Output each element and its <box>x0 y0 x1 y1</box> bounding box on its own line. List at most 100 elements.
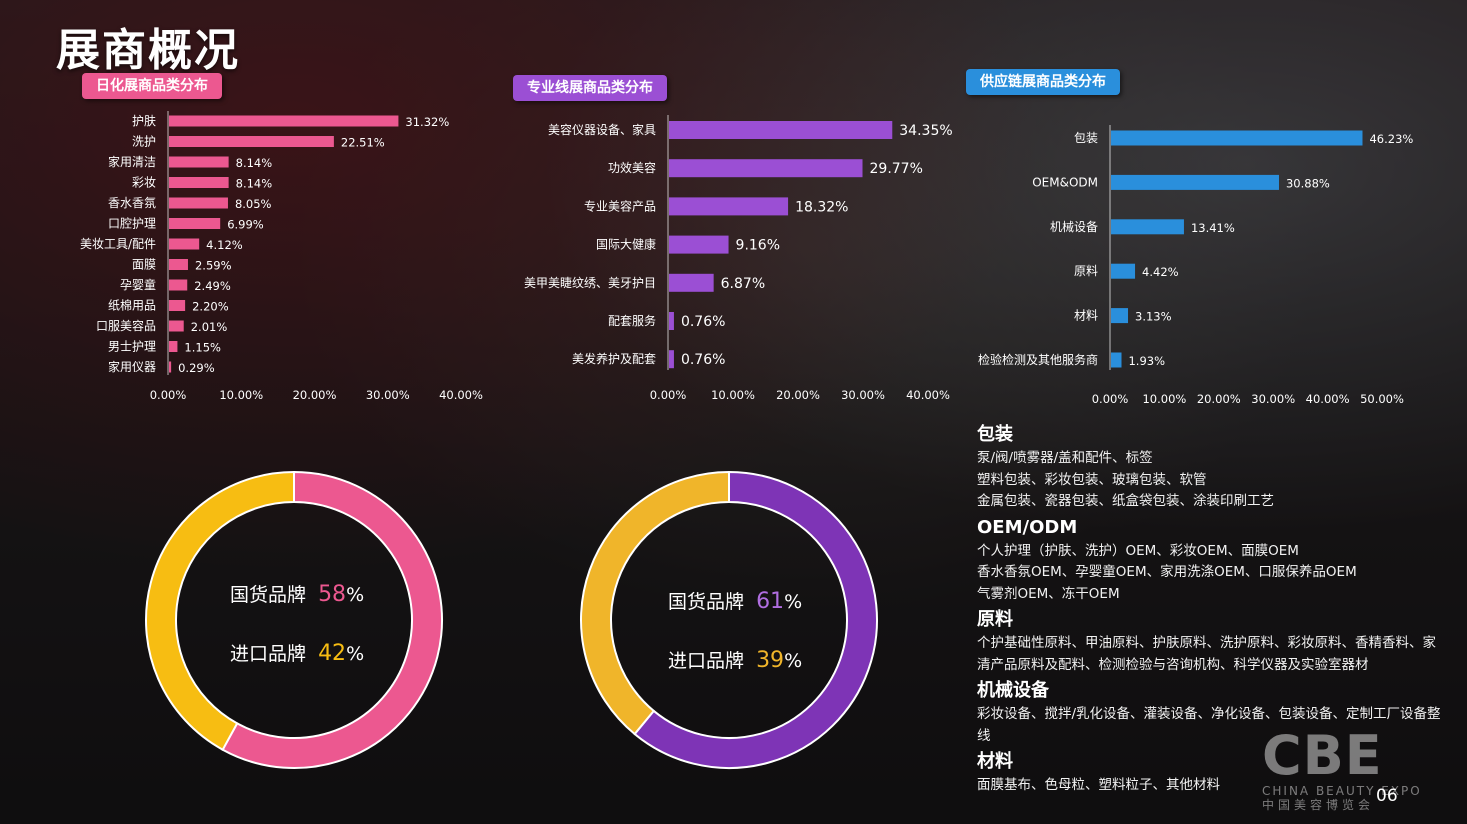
pro-value-label: 9.16% <box>736 238 780 254</box>
supply-tick-label: 20.00% <box>1197 392 1241 406</box>
pro-value-label: 0.76% <box>681 314 725 330</box>
daily-value-label: 2.01% <box>191 320 228 334</box>
supply-value-label: 3.13% <box>1135 310 1172 324</box>
daily-category-label: 面膜 <box>132 258 156 272</box>
daily-tick-label: 10.00% <box>219 388 263 402</box>
supply-value-label: 1.93% <box>1128 354 1165 368</box>
daily-value-label: 1.15% <box>184 341 221 355</box>
donut-right-domestic: 国货品牌 61% <box>668 589 803 614</box>
donut-right-import-value: 39 <box>756 648 785 673</box>
supply-tick-label: 40.00% <box>1306 392 1350 406</box>
pro-category-label: 功效美容 <box>608 160 656 175</box>
daily-category-label: 男士护理 <box>108 340 156 354</box>
detail-line: 彩妆设备、搅拌/乳化设备、灌装设备、净化设备、包装设备、定制工厂设备整 <box>977 706 1441 722</box>
cbe-logo: CBE CHINA BEAUTY EXPO 中国美容博览会 <box>1262 724 1422 813</box>
supply-tick-label: 50.00% <box>1360 392 1404 406</box>
daily-tick-label: 30.00% <box>366 388 410 402</box>
supply-category-label: 包装 <box>1074 131 1098 145</box>
brand_pro-slice <box>633 470 878 769</box>
daily-category-label: 家用清洁 <box>108 154 156 169</box>
daily-value-label: 8.14% <box>236 156 273 170</box>
page-title: 展商概况 <box>56 25 240 76</box>
daily-bar <box>169 279 188 291</box>
daily-bar <box>169 259 188 270</box>
detail-materials: 材料 面膜基布、色母粒、塑料粒子、其他材料 <box>977 749 1457 797</box>
daily-tick-label: 20.00% <box>293 388 337 402</box>
daily-tick-label: 0.00% <box>150 388 187 402</box>
daily-category-label: 口服美容品 <box>96 318 156 333</box>
daily-category-label: 护肤 <box>132 113 156 128</box>
pro-bar <box>669 159 863 178</box>
supply-category-label: 机械设备 <box>1050 219 1098 234</box>
logo-chinese: 中国美容博览会 <box>1262 798 1375 812</box>
daily-bar <box>169 115 399 127</box>
detail-title: OEM/ODM <box>977 516 1078 538</box>
detail-line: 泵/阀/喷雾器/盖和配件、标签 <box>977 450 1153 466</box>
donut-left-import-value: 42 <box>318 641 347 666</box>
supply-category-label: 材料 <box>1074 309 1098 323</box>
pro-bar <box>669 121 893 139</box>
pro-tick-label: 0.00% <box>650 388 687 402</box>
daily-value-label: 0.29% <box>178 361 215 375</box>
daily-bar <box>169 177 229 188</box>
daily-bar <box>169 341 178 352</box>
daily-bar <box>169 238 200 250</box>
supply-tick-label: 30.00% <box>1251 392 1295 406</box>
daily-value-label: 8.14% <box>236 177 273 191</box>
detail-title: 材料 <box>977 751 1013 772</box>
donut-right-import: 进口品牌 39% <box>668 648 803 673</box>
daily-category-label: 彩妆 <box>132 176 156 190</box>
supply-value-label: 4.42% <box>1142 265 1179 279</box>
detail-line: 个人护理（护肤、洗护）OEM、彩妆OEM、面膜OEM <box>977 542 1299 559</box>
detail-line: 个护基础性原料、甲油原料、护肤原料、洗护原料、彩妆原料、香精香料、家 <box>977 635 1436 651</box>
daily-bar <box>169 300 186 311</box>
pro-tick-label: 20.00% <box>776 388 820 402</box>
detail-line: 清产品原料及配料、检测检验与咨询机构、科学仪器及实验室器材 <box>977 656 1369 673</box>
supply-bar <box>1111 263 1136 279</box>
pro-category-label: 美容仪器设备、家具 <box>548 122 656 137</box>
supply-category-label: 原料 <box>1074 264 1098 278</box>
donut-right-domestic-value: 61 <box>756 589 785 614</box>
logo-mark: CBE <box>1262 724 1383 787</box>
page-number: 06 <box>1376 786 1398 806</box>
pro-value-label: 0.76% <box>681 352 725 368</box>
logo-english: CHINA BEAUTY EXPO <box>1262 784 1422 798</box>
detail-machinery: 机械设备 彩妆设备、搅拌/乳化设备、灌装设备、净化设备、包装设备、定制工厂设备整… <box>977 678 1457 747</box>
detail-title: 机械设备 <box>977 680 1049 701</box>
brand_daily-slice <box>221 470 443 769</box>
daily-bar <box>169 156 229 168</box>
pro-bar <box>669 235 729 254</box>
detail-line: 香水香氛OEM、孕婴童OEM、家用洗涤OEM、口服保养品OEM <box>977 564 1357 580</box>
brand_pro-slice <box>580 470 730 736</box>
supply-category-label: OEM&ODM <box>1032 175 1098 189</box>
supply-chart-title: 供应链展商品类分布 <box>966 69 1120 95</box>
detail-line: 面膜基布、色母粒、塑料粒子、其他材料 <box>977 777 1220 793</box>
pro-category-label: 美甲美睫纹绣、美牙护目 <box>524 276 656 290</box>
daily-category-label: 口腔护理 <box>108 216 156 231</box>
detail-line: 金属包装、瓷器包装、纸盒袋包装、涂装印刷工艺 <box>977 493 1274 509</box>
daily-value-label: 2.49% <box>194 279 231 293</box>
supply-tick-label: 0.00% <box>1092 392 1129 406</box>
pro-value-label: 34.35% <box>899 123 952 139</box>
daily-bar <box>169 197 228 209</box>
pro-tick-label: 40.00% <box>906 388 950 402</box>
brand_daily-slice <box>145 470 295 752</box>
supply-category-label: 检验检测及其他服务商 <box>978 352 1098 367</box>
daily-bar <box>169 320 184 332</box>
pro-value-label: 18.32% <box>795 199 848 215</box>
daily-value-label: 2.59% <box>195 259 232 273</box>
detail-line: 塑料包装、彩妆包装、玻璃包装、软管 <box>977 471 1207 488</box>
supply-bar <box>1111 308 1129 324</box>
pro-category-label: 配套服务 <box>608 313 656 328</box>
pro-value-label: 29.77% <box>870 161 923 177</box>
supply-tick-label: 10.00% <box>1142 392 1186 406</box>
daily-value-label: 22.51% <box>341 136 385 150</box>
detail-title: 原料 <box>977 609 1013 630</box>
daily-tick-label: 40.00% <box>439 388 483 402</box>
pro-bar <box>669 197 789 216</box>
daily-category-label: 纸棉用品 <box>108 299 156 313</box>
supply-bar <box>1111 219 1184 235</box>
pro-category-label: 美发养护及配套 <box>572 351 656 366</box>
detail-packaging: 包装 泵/阀/喷雾器/盖和配件、标签 塑料包装、彩妆包装、玻璃包装、软管 金属包… <box>977 422 1457 513</box>
supply-value-label: 46.23% <box>1369 132 1413 146</box>
